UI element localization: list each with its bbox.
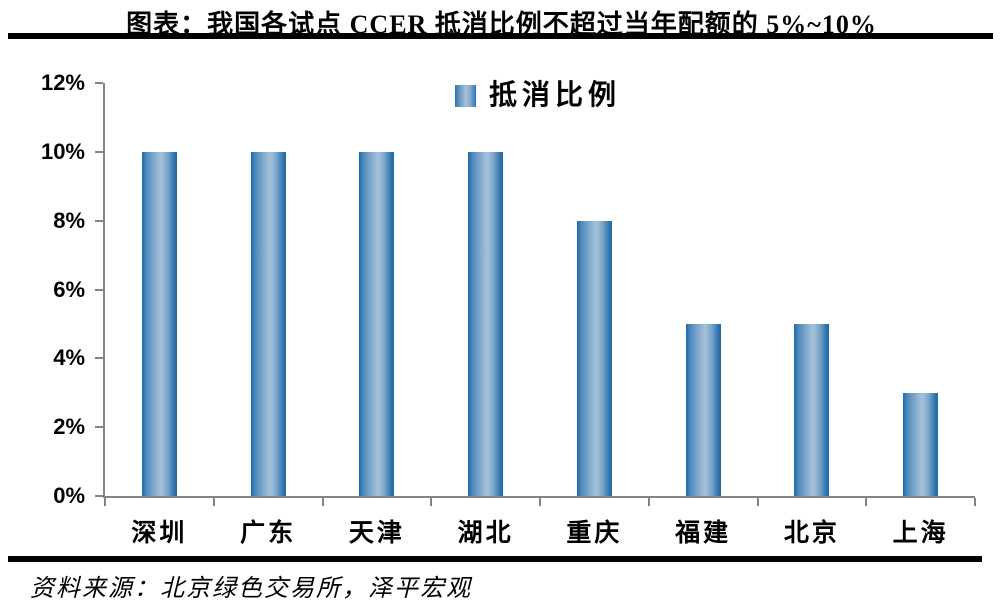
x-tick-mark (865, 498, 868, 506)
legend-label: 抵消比例 (488, 80, 621, 111)
y-tick-label: 8% (53, 207, 85, 233)
category-slot: 上海 (866, 83, 975, 547)
y-tick-mark (95, 426, 103, 429)
bar-上海 (903, 392, 939, 496)
x-category-label: 重庆 (566, 520, 623, 547)
category-slot: 天津 (323, 83, 432, 547)
source-divider-rule (8, 556, 982, 562)
y-tick-label: 0% (53, 483, 85, 508)
x-tick-mark (104, 498, 106, 506)
bar-广东 (250, 151, 286, 496)
bar-福建 (685, 323, 721, 496)
category-slot: 湖北 (431, 83, 540, 547)
bar-天津 (359, 151, 395, 496)
x-category-label: 上海 (892, 520, 949, 547)
bar-北京 (794, 323, 830, 496)
y-tick-mark (95, 219, 103, 222)
legend: 抵消比例 (103, 82, 973, 110)
y-tick-mark (95, 495, 103, 497)
source-note: 资料来源：北京绿色交易所，泽平宏观 (30, 576, 472, 602)
category-slot: 重庆 (540, 83, 649, 547)
x-tick-mark (430, 498, 433, 506)
x-category-label: 天津 (348, 520, 405, 547)
x-tick-mark (974, 498, 976, 506)
bar-重庆 (576, 220, 612, 496)
x-category-label: 福建 (675, 520, 732, 547)
title-divider-rule (8, 33, 993, 39)
y-tick-label: 4% (53, 345, 85, 371)
x-tick-mark (756, 498, 759, 506)
x-category-label: 湖北 (457, 520, 514, 547)
y-tick-label: 12% (40, 70, 85, 95)
x-category-label: 深圳 (131, 520, 188, 547)
y-axis: 0% 2% 4% 6% 8% 10% 12% (0, 72, 103, 507)
y-tick-label: 2% (53, 414, 85, 440)
x-tick-mark (647, 498, 650, 506)
y-tick-label: 6% (53, 276, 85, 302)
y-tick-mark (95, 357, 103, 360)
plot-area: 深圳 广东 天津 湖北 重庆 福建 北京 上海 (103, 83, 976, 547)
category-slot: 深圳 (105, 83, 214, 547)
x-category-label: 北京 (783, 520, 840, 547)
x-tick-mark (212, 498, 215, 506)
legend-swatch-icon (454, 85, 476, 107)
y-tick-mark (95, 82, 103, 84)
x-tick-mark (321, 498, 324, 506)
y-tick-mark (95, 150, 103, 153)
x-tick-mark (539, 498, 541, 506)
y-tick-label: 10% (40, 138, 85, 164)
y-tick-mark (95, 288, 103, 291)
x-category-label: 广东 (240, 520, 297, 547)
bar-深圳 (141, 151, 177, 496)
bar-湖北 (468, 151, 504, 496)
category-slot: 北京 (758, 83, 867, 547)
category-slot: 广东 (214, 83, 323, 547)
category-slot: 福建 (649, 83, 758, 547)
